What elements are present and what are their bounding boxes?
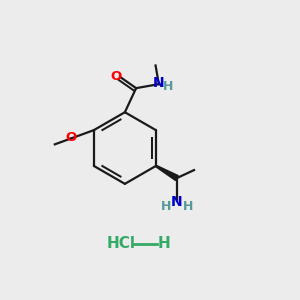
Polygon shape bbox=[155, 165, 178, 181]
Text: HCl: HCl bbox=[107, 236, 136, 251]
Text: H: H bbox=[183, 200, 193, 213]
Text: O: O bbox=[66, 130, 77, 143]
Text: H: H bbox=[164, 80, 174, 93]
Text: N: N bbox=[153, 76, 165, 90]
Text: O: O bbox=[110, 70, 122, 83]
Text: N: N bbox=[171, 195, 183, 209]
Text: H: H bbox=[160, 200, 171, 213]
Text: H: H bbox=[158, 236, 170, 251]
